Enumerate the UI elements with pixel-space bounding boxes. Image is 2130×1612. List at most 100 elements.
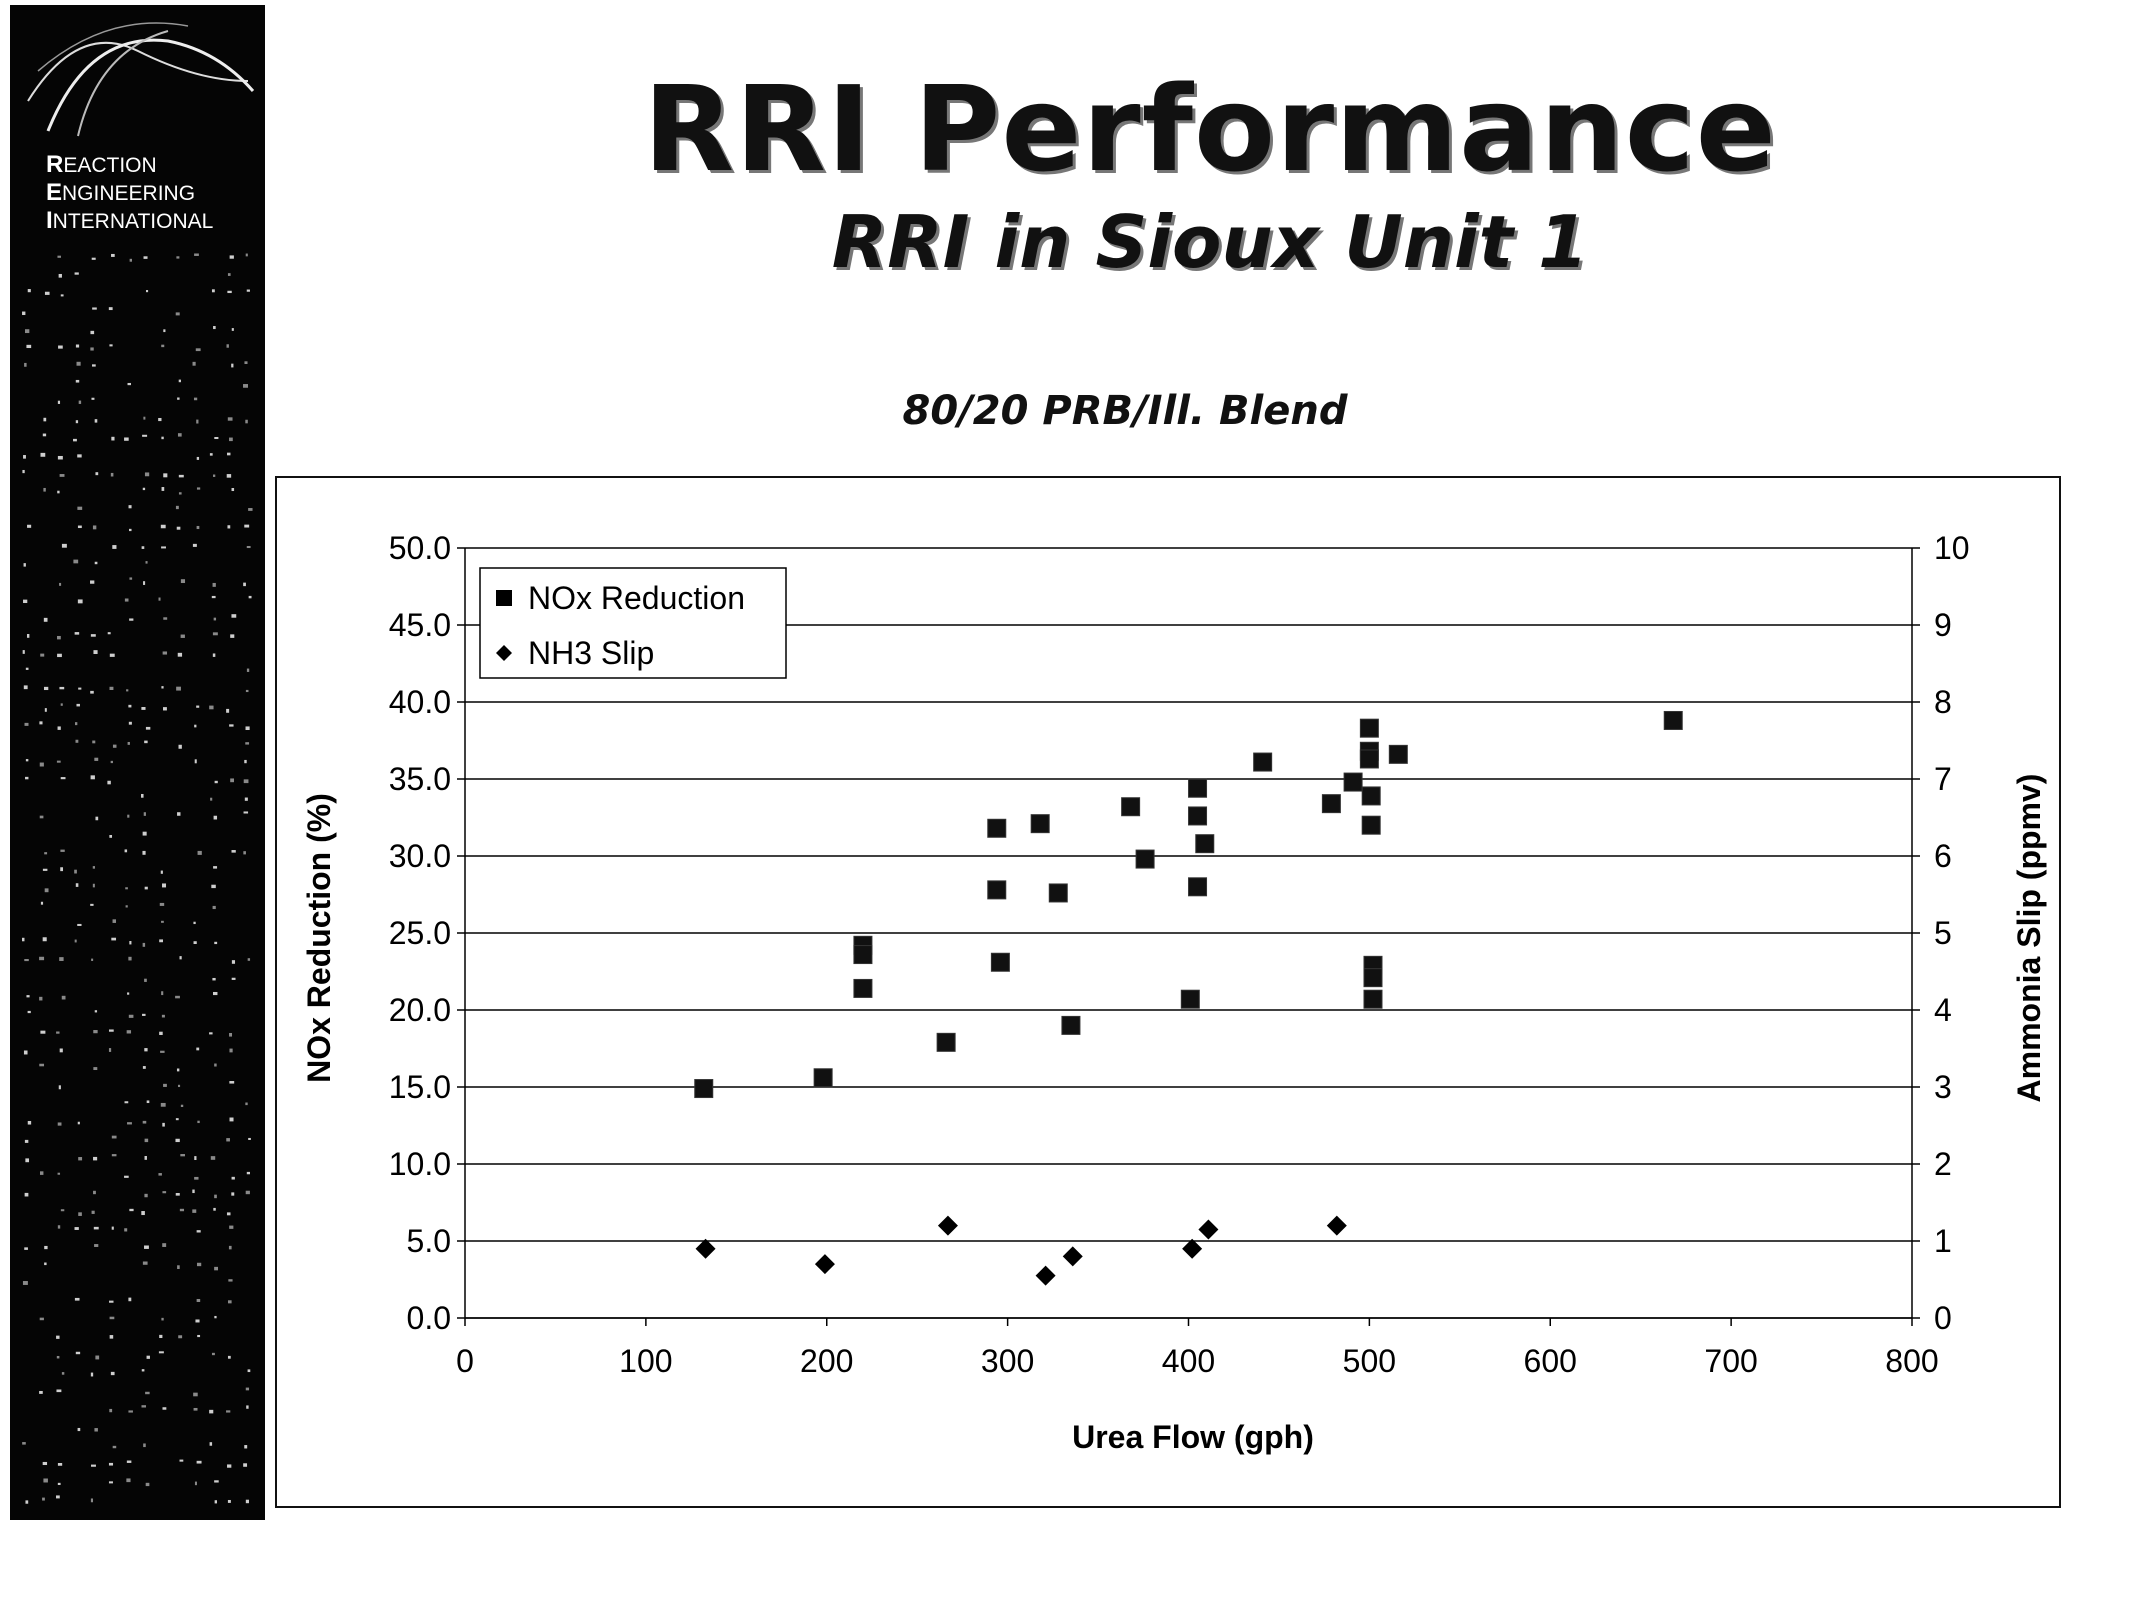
banner-dot [209, 453, 213, 456]
nox-reduction-point [1061, 1015, 1081, 1035]
nox-reduction-point [1663, 710, 1683, 730]
banner-dot [196, 705, 200, 708]
banner-dot [248, 508, 253, 511]
legend-marker-nh3 [496, 645, 512, 661]
y2-tick-label: 1 [1934, 1223, 1952, 1259]
banner-dot [176, 686, 181, 691]
banner-dot [44, 291, 50, 295]
banner-dot [57, 455, 63, 460]
banner-dot [78, 687, 82, 690]
banner-dot [124, 437, 129, 441]
banner-dot [175, 995, 180, 999]
banner-dot [90, 903, 94, 906]
banner-dot [214, 1500, 218, 1504]
data-points [694, 710, 1683, 1286]
banner-dot [179, 1459, 184, 1462]
banner-dot [24, 722, 29, 726]
banner-dot [226, 708, 230, 713]
banner-dot [126, 1030, 132, 1034]
banner-dot [229, 724, 234, 727]
banner-dot [60, 777, 66, 780]
banner-dot [27, 524, 32, 528]
banner-dot [197, 850, 202, 855]
banner-dot [23, 685, 28, 690]
banner-dot [128, 1410, 133, 1413]
banner-dot [194, 1156, 197, 1161]
banner-dot [142, 434, 148, 437]
banner-dot [77, 506, 83, 510]
banner-dot [214, 941, 218, 945]
banner-dot [196, 419, 199, 424]
banner-dot [43, 686, 49, 691]
banner-dot [94, 561, 98, 565]
banner-dot [39, 815, 44, 819]
banner-dot [129, 941, 132, 945]
banner-dot [159, 902, 165, 906]
banner-dot [229, 1032, 233, 1037]
banner-dot [93, 1030, 98, 1034]
banner-dot [43, 617, 48, 622]
banner-dot [58, 273, 62, 278]
banner-dot [109, 834, 113, 838]
banner-dot [109, 686, 114, 690]
banner-dot [212, 905, 216, 910]
banner-dot [209, 1032, 213, 1035]
banner-dot [212, 991, 218, 996]
y-tick-label: 40.0 [389, 684, 451, 720]
banner-dot [74, 1297, 80, 1301]
banner-dot [124, 598, 129, 602]
banner-dot [211, 1352, 215, 1356]
banner-dot [26, 344, 32, 349]
banner-dot [27, 1120, 32, 1125]
banner-dot [179, 1208, 185, 1212]
nox-reduction-point [1253, 752, 1273, 772]
banner-dot [231, 614, 237, 618]
banner-dot [57, 1463, 63, 1466]
banner-dot [39, 721, 43, 725]
banner-dot [245, 689, 249, 693]
banner-dot [145, 1391, 150, 1395]
banner-dot [247, 958, 251, 961]
banner-dot [92, 883, 95, 888]
x-axis-title: Urea Flow (gph) [1072, 1419, 1314, 1455]
banner-dot [109, 1316, 115, 1320]
banner-dot [196, 487, 201, 490]
banner-dot [76, 361, 81, 366]
banner-dot [42, 1497, 45, 1501]
banner-dot [176, 256, 180, 259]
banner-dot [42, 1461, 48, 1466]
x-tick-label: 500 [1343, 1343, 1396, 1379]
banner-dot [245, 1102, 248, 1106]
banner-dot [214, 436, 219, 440]
banner-dot [90, 634, 96, 637]
banner-dot [196, 1230, 201, 1233]
y2-tick-label: 6 [1934, 838, 1952, 874]
banner-dot [143, 581, 146, 585]
banner-dot [230, 778, 235, 783]
legend-box [479, 567, 787, 679]
banner-dot [194, 759, 197, 764]
banner-dot [109, 1300, 114, 1303]
banner-dot [25, 1500, 29, 1504]
y-axis-title: NOx Reduction (%) [301, 793, 337, 1083]
banner-dot [209, 705, 214, 710]
banner-dot [128, 1014, 134, 1018]
banner-dot [107, 780, 111, 785]
banner-dot [177, 397, 180, 400]
banner-dot [92, 866, 96, 869]
banner-dot [23, 599, 28, 604]
nh3-slip-point [937, 1215, 958, 1236]
banner-dot [110, 760, 113, 764]
banner-dot [126, 1460, 132, 1463]
banner-dot [40, 653, 45, 657]
y-tick-label: 30.0 [389, 838, 451, 874]
banner-dot [39, 1390, 43, 1394]
banner-dot [196, 1047, 200, 1051]
banner-dot [210, 797, 213, 801]
banner-dot [163, 1083, 167, 1087]
banner-dot [141, 793, 144, 798]
nh3-slip-point [814, 1254, 835, 1275]
y2-tick-label: 9 [1934, 607, 1952, 643]
banner-dot [78, 400, 82, 404]
